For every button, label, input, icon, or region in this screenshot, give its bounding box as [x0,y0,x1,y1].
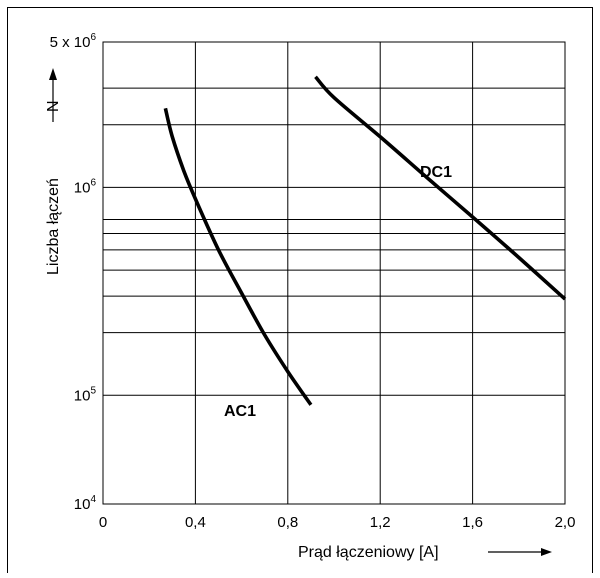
gridlines [102,41,566,504]
x-tick-label: 1,2 [370,514,391,531]
series-line-ac1 [163,107,313,406]
series-label-dc1: DC1 [420,164,452,181]
y-tick-label: 104 [74,494,97,513]
plot-frame [102,41,566,505]
y-axis-arrow [49,68,57,122]
x-tick-label: 0 [99,514,107,531]
y-tick-label: 106 [74,177,97,196]
x-tick-label: 0,4 [185,514,206,531]
x-tick-label: 2,0 [555,514,576,531]
x-tick-label: 1,6 [462,514,483,531]
series-group [163,75,567,406]
y-axis-label: Liczba łączeń [45,178,62,275]
series-line-dc1 [314,75,567,301]
x-tick-label: 0,8 [277,514,298,531]
tick-labels: 0 0,4 0,8 1,2 1,6 2,0 104 105 106 5 x 106 [50,32,576,531]
x-axis-label: Prąd łączeniowy [A] [298,544,439,561]
figure-border [7,7,593,574]
y-tick-label: 5 x 106 [50,32,97,51]
y-tick-label: 105 [74,385,97,404]
series-label-ac1: AC1 [224,403,256,420]
x-axis-arrow [488,548,552,556]
